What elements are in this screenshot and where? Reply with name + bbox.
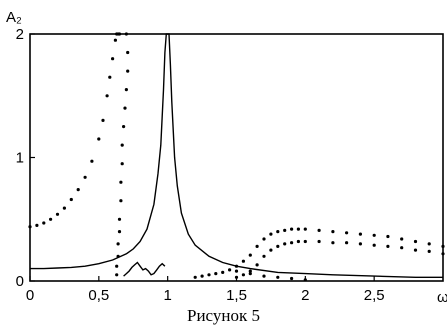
series-3-point	[117, 230, 122, 234]
series-3-point	[120, 162, 124, 166]
series-2-point	[105, 94, 109, 98]
series-6-point	[290, 276, 294, 281]
x-tick-label: 2,5	[364, 287, 385, 304]
series-2-point	[62, 206, 66, 210]
series-line-0	[30, 33, 443, 278]
x-tick-label: 0,5	[88, 287, 109, 304]
series-5-point	[372, 243, 376, 247]
series-4-point	[207, 273, 211, 277]
series-5-point	[331, 241, 335, 245]
series-layer	[28, 32, 445, 282]
series-line-1	[123, 261, 166, 277]
series-5-point	[427, 249, 431, 253]
x-tick-label: 2	[301, 287, 309, 304]
series-4-point	[372, 233, 376, 237]
series-3-point	[122, 125, 126, 129]
tick-layer: 0 0,5 1 1,5 2 2,5 0 1 2	[16, 26, 385, 304]
series-4-point	[214, 272, 218, 276]
series-5-point	[317, 239, 321, 244]
x-tick-label: 0	[26, 287, 34, 304]
series-3-point	[120, 143, 124, 147]
series-2-point	[55, 212, 60, 216]
series-5-point	[413, 248, 418, 252]
series-5-point	[276, 244, 280, 248]
series-5-point	[269, 248, 273, 252]
series-5-point	[248, 269, 252, 273]
series-3-point	[124, 88, 128, 92]
series-2-point	[113, 38, 117, 42]
y-tick-label: 1	[16, 150, 24, 167]
series-2-point	[49, 217, 53, 221]
series-4-point	[303, 227, 307, 231]
y-tick-label: 2	[16, 26, 24, 43]
series-4-point	[400, 237, 404, 241]
series-3-point	[116, 254, 120, 258]
series-4-point	[248, 253, 252, 257]
series-5-point	[283, 242, 287, 246]
series-4-point	[255, 244, 259, 248]
series-3-point	[126, 50, 130, 55]
series-4-point	[193, 275, 197, 279]
series-6-point	[234, 269, 239, 273]
series-4-point	[200, 274, 204, 278]
series-2-point	[83, 175, 87, 179]
x-tick-label: 1	[163, 287, 171, 304]
series-4-point	[345, 231, 349, 235]
series-4-point	[331, 230, 335, 234]
series-6-point	[248, 272, 252, 276]
series-5-point	[386, 244, 390, 248]
series-5-point	[262, 254, 266, 258]
series-3-point	[119, 199, 123, 203]
series-4-point	[283, 228, 287, 232]
series-4-point	[427, 242, 431, 246]
series-3-point	[115, 273, 119, 277]
series-6-point	[262, 274, 266, 278]
series-5-point	[290, 241, 294, 245]
series-4-point	[234, 264, 239, 268]
figure-caption: Рисунок 5	[187, 306, 260, 325]
series-2-point	[42, 221, 46, 225]
series-5-point	[241, 273, 245, 277]
series-3-point	[123, 106, 127, 110]
series-2-point	[97, 137, 101, 141]
y-axis-title: A₂	[6, 9, 22, 26]
series-2-point	[90, 159, 94, 163]
series-2-point	[76, 188, 80, 192]
series-3-point	[126, 69, 130, 73]
series-4-point	[296, 227, 300, 231]
x-axis-title: ω	[437, 289, 447, 306]
y-tick-label: 0	[16, 273, 24, 290]
series-2-point	[69, 197, 73, 202]
series-2-point	[111, 57, 115, 61]
series-3-point	[116, 242, 120, 246]
series-4-point	[413, 239, 418, 244]
series-4-point	[228, 268, 232, 272]
series-4-point	[358, 232, 362, 236]
series-4-point	[262, 237, 266, 241]
x-tick-label: 1,5	[226, 287, 247, 304]
series-2-point	[35, 223, 39, 227]
series-4-point	[221, 270, 225, 274]
series-4-point	[386, 234, 390, 239]
series-5-point	[296, 239, 300, 244]
series-4-point	[317, 228, 321, 232]
series-6-point	[276, 275, 280, 279]
series-5-point	[255, 263, 259, 267]
series-4-point	[241, 259, 245, 263]
series-4-point	[276, 230, 280, 234]
series-2-point	[101, 118, 105, 122]
series-5-point	[303, 239, 307, 244]
series-3-point	[117, 217, 122, 221]
series-5-point	[345, 241, 349, 245]
series-4-point	[269, 232, 273, 236]
plot-frame	[29, 33, 444, 282]
series-4-point	[290, 227, 294, 231]
series-3-point	[119, 180, 123, 184]
series-3-point	[115, 264, 119, 268]
series-5-point	[400, 246, 404, 250]
series-2-point	[108, 75, 112, 79]
series-5-point	[358, 242, 362, 246]
